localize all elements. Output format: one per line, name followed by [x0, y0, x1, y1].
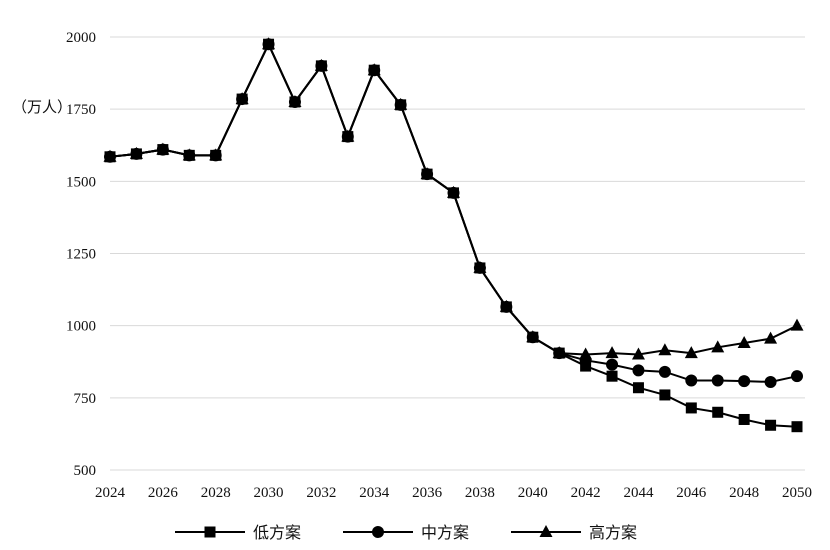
data-point	[500, 301, 512, 313]
x-tick-label: 2040	[518, 485, 548, 501]
data-point	[632, 364, 645, 377]
data-point	[685, 374, 698, 387]
x-tick-label: 2048	[729, 485, 759, 501]
y-tick-label: 1750	[66, 102, 96, 118]
data-point	[685, 402, 697, 414]
data-point	[658, 343, 672, 356]
x-tick-label: 2036	[412, 485, 443, 501]
data-point	[342, 131, 354, 143]
data-point	[791, 370, 803, 383]
data-point	[790, 318, 804, 331]
legend-label: 中方案	[421, 523, 469, 542]
data-point	[553, 347, 565, 359]
legend-item: 高方案	[511, 523, 637, 542]
series-line	[109, 41, 798, 383]
data-point	[711, 340, 725, 353]
data-point	[157, 144, 169, 156]
data-point	[738, 413, 750, 425]
data-point	[368, 64, 380, 76]
data-point	[210, 149, 222, 161]
x-tick-label: 2026	[148, 485, 179, 501]
y-tick-label: 2000	[66, 30, 96, 46]
data-point	[236, 93, 248, 105]
x-tick-label: 2042	[571, 485, 601, 501]
data-point	[395, 99, 407, 111]
data-point	[764, 375, 777, 388]
data-point	[738, 375, 751, 388]
data-point	[289, 96, 301, 108]
data-point	[631, 347, 645, 360]
x-tick-label: 2024	[95, 485, 126, 501]
y-tick-label: 750	[74, 391, 97, 407]
data-point	[764, 331, 778, 344]
data-point	[632, 382, 644, 394]
legend-marker	[372, 526, 384, 538]
x-tick-label: 2046	[676, 485, 707, 501]
legend: 低方案 中方案 高方案	[175, 523, 637, 542]
data-point	[737, 335, 751, 348]
series-line	[109, 41, 798, 428]
data-point	[448, 187, 459, 199]
data-point	[658, 365, 671, 378]
legend-marker	[539, 525, 553, 537]
data-point	[605, 346, 619, 359]
y-tick-label: 500	[74, 463, 97, 479]
x-tick-label: 2038	[465, 485, 495, 501]
x-tick-label: 2050	[782, 485, 812, 501]
data-point	[712, 406, 724, 418]
x-tick-label: 2044	[623, 485, 654, 501]
data-point	[711, 374, 724, 387]
data-point	[474, 262, 486, 274]
series-line	[109, 41, 798, 356]
data-point	[791, 421, 803, 433]
legend-item: 低方案	[175, 523, 301, 542]
legend-label: 高方案	[589, 523, 637, 542]
y-axis-unit-label: （万人）	[12, 98, 72, 116]
data-point	[421, 168, 433, 180]
legend-label: 低方案	[253, 523, 301, 542]
series-circle	[104, 38, 803, 388]
data-point	[315, 60, 327, 72]
y-tick-label: 1500	[66, 174, 96, 190]
data-point	[606, 358, 619, 371]
gridlines	[110, 36, 805, 471]
data-point	[130, 148, 142, 160]
y-tick-label: 1000	[66, 319, 96, 335]
data-point	[659, 389, 671, 401]
legend-item: 中方案	[343, 523, 469, 542]
series-square	[104, 38, 803, 433]
y-tick-label: 1250	[66, 247, 96, 263]
data-point	[183, 149, 195, 161]
data-point	[606, 370, 618, 382]
data-point	[104, 151, 116, 163]
series-layer	[103, 37, 804, 433]
data-point	[580, 360, 592, 372]
x-tick-label: 2032	[306, 485, 336, 501]
data-point	[263, 38, 275, 50]
legend-marker	[204, 526, 216, 538]
x-tick-label: 2034	[359, 485, 390, 501]
x-tick-label: 2028	[201, 485, 231, 501]
data-point	[765, 419, 777, 431]
data-point	[527, 331, 539, 343]
x-axis-ticks: 2024 2026 2028 2030 2032 2034 2036 2038 2040 2042…	[95, 485, 812, 501]
y-axis-ticks: 500 750 1000 1250 1500 1750 2000	[66, 30, 96, 479]
data-point	[684, 346, 698, 359]
x-tick-label: 2030	[254, 485, 284, 501]
